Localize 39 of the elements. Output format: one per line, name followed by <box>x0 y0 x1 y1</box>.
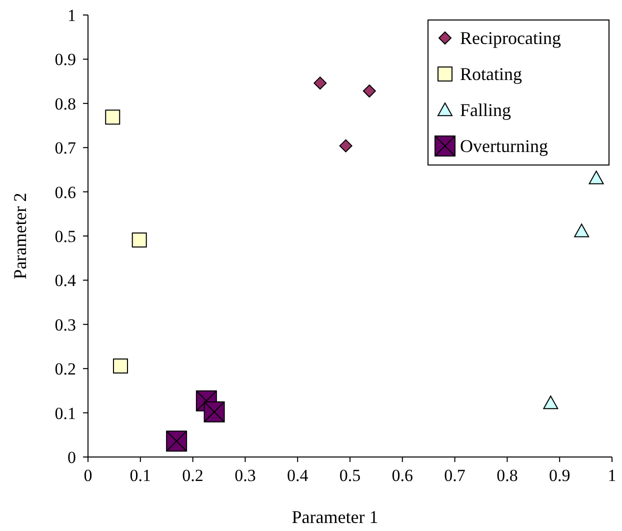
x-tick-label: 1 <box>608 466 616 485</box>
legend-label: Falling <box>460 100 512 120</box>
point <box>574 224 590 238</box>
point <box>588 170 604 184</box>
y-tick-label: 0.7 <box>54 138 76 158</box>
point <box>339 139 352 152</box>
point <box>314 76 327 90</box>
x-tick-label: 0 <box>84 466 92 485</box>
x-axis-title: Parameter 1 <box>292 507 378 527</box>
x-tick-label: 0.4 <box>286 466 309 485</box>
y-tick-label: 0.3 <box>54 315 76 334</box>
legend-label: Reciprocating <box>460 28 561 48</box>
point <box>112 358 128 374</box>
x-tick-label: 0.1 <box>130 466 152 485</box>
y-tick-label: 0.6 <box>54 182 76 202</box>
legend-label: Rotating <box>460 64 522 84</box>
x-tick-label: 0.2 <box>182 466 204 485</box>
legend-label: Overturning <box>460 136 548 156</box>
point <box>204 401 225 422</box>
x-tick-label: 0.8 <box>496 466 518 485</box>
x-tick-label: 0.9 <box>548 466 570 485</box>
y-tick-label: 0.5 <box>54 227 76 246</box>
y-axis-title: Parameter 2 <box>10 192 30 280</box>
x-tick-label: 0.5 <box>339 466 361 485</box>
x-tick-label: 0.3 <box>234 466 256 485</box>
point <box>132 232 147 248</box>
y-tick-label: 0.1 <box>54 404 76 423</box>
y-tick-label: 0.2 <box>54 360 76 379</box>
x-tick-label: 0.7 <box>444 466 466 485</box>
x-tick-label: 0.6 <box>392 466 414 485</box>
y-tick-label: 0 <box>68 448 76 467</box>
point <box>105 110 120 125</box>
y-tick-label: 0.9 <box>54 50 76 70</box>
y-tick-label: 0.8 <box>54 94 76 114</box>
point <box>543 396 558 410</box>
y-tick-label: 1 <box>68 6 76 25</box>
y-tick-label: 0.4 <box>54 271 76 290</box>
point <box>166 430 188 452</box>
point <box>362 84 376 98</box>
